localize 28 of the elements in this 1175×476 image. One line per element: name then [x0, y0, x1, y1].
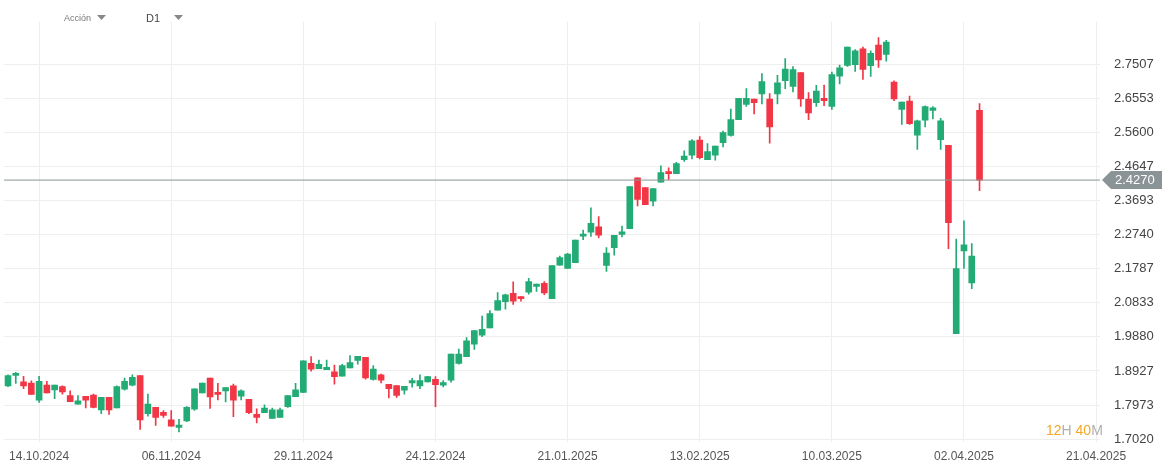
y-tick-label: 2.0833 [1114, 294, 1154, 310]
x-tick-label: 24.12.2024 [405, 449, 466, 464]
annotation: 12H 40M [1046, 422, 1103, 438]
candlestick [214, 383, 222, 401]
x-tick-label: 21.04.2025 [1066, 449, 1127, 464]
y-tick-label: 1.7020 [1114, 430, 1154, 446]
y-tick-label: 1.7973 [1114, 396, 1154, 412]
x-tick-label: 29.11.2024 [273, 449, 334, 464]
x-tick-label: 13.02.2025 [669, 449, 731, 464]
y-tick-label: 1.9880 [1114, 328, 1154, 344]
candlestick [175, 419, 183, 433]
y-tick-label: 1.8927 [1114, 362, 1154, 378]
x-tick-label: 21.01.2025 [537, 449, 598, 464]
chart-subtitle: Acción [64, 13, 92, 23]
y-tick-label: 2.5600 [1114, 124, 1154, 140]
x-tick-label: 06.11.2024 [141, 449, 202, 464]
x-tick-label: 14.10.2024 [9, 449, 70, 464]
ref-line-label: 2.4270 [1115, 171, 1155, 187]
x-tick-label: 10.03.2025 [801, 449, 863, 464]
candlestick [960, 220, 968, 269]
y-tick-label: 2.3693 [1114, 192, 1154, 208]
y-tick-label: 2.6553 [1114, 90, 1154, 106]
annotation: D1 [146, 12, 161, 24]
y-tick-label: 2.7507 [1114, 56, 1154, 71]
y-tick-label: 2.2740 [1114, 226, 1154, 242]
y-tick-label: 2.4647 [1114, 158, 1154, 174]
y-tick-label: 2.1787 [1114, 260, 1154, 276]
x-tick-label: 02.04.2025 [933, 449, 995, 464]
